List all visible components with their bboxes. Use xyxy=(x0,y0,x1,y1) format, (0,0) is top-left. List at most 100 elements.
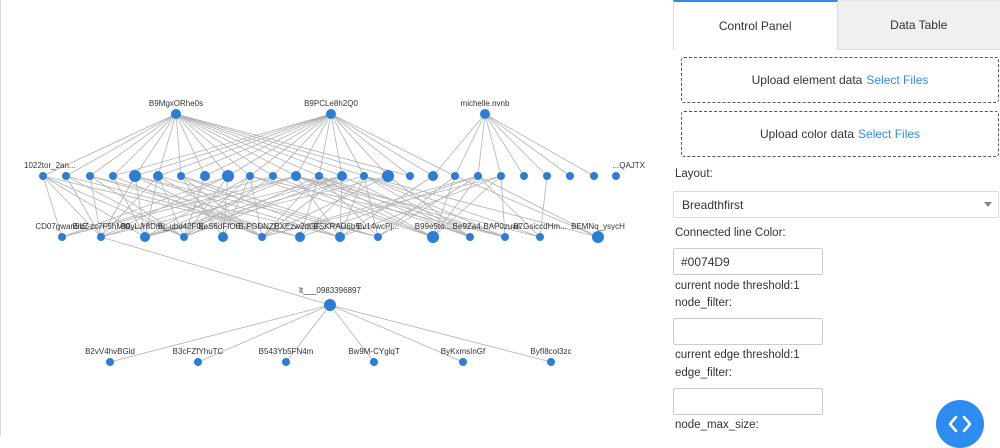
graph-node[interactable] xyxy=(382,170,394,182)
upload-color-dropzone[interactable]: Upload color data Select Files xyxy=(681,111,999,157)
graph-node[interactable] xyxy=(360,172,368,180)
graph-nodes[interactable] xyxy=(39,109,620,366)
graph-node[interactable] xyxy=(222,170,234,182)
graph-node[interactable] xyxy=(171,109,181,119)
graph-node-label: B9PCLe8h2Q0 xyxy=(304,99,358,108)
graph-node[interactable] xyxy=(291,171,301,181)
graph-node[interactable] xyxy=(566,172,574,180)
line-color-input[interactable]: #0074D9 xyxy=(673,248,823,275)
upload-element-dropzone[interactable]: Upload element data Select Files xyxy=(681,57,999,103)
graph-node-label: ByfI8col3zc xyxy=(531,347,572,356)
graph-node[interactable] xyxy=(39,172,47,180)
graph-edges xyxy=(43,114,598,362)
graph-node-label: B3cFZfYhuTC xyxy=(173,347,224,356)
graph-edge xyxy=(485,114,501,176)
node-max-size-label: node_max_size: xyxy=(675,419,759,431)
graph-node-label: BEMNq_ysycH xyxy=(571,222,625,231)
line-color-label: Connected line Color: xyxy=(675,227,786,239)
graph-node[interactable] xyxy=(194,358,202,366)
edge-filter-input[interactable] xyxy=(673,388,823,415)
graph-node[interactable] xyxy=(106,358,114,366)
layout-select[interactable]: Breadthfirst xyxy=(673,191,999,218)
graph-node[interactable] xyxy=(140,232,150,242)
graph-node[interactable] xyxy=(374,233,382,241)
panel-toggle-button[interactable] xyxy=(936,400,984,448)
graph-edge xyxy=(485,114,524,176)
graph-node[interactable] xyxy=(86,172,94,180)
graph-node[interactable] xyxy=(428,171,438,181)
graph-node[interactable] xyxy=(180,233,188,241)
graph-node[interactable] xyxy=(109,172,117,180)
graph-node[interactable] xyxy=(406,172,414,180)
graph-node[interactable] xyxy=(427,231,439,243)
upload-color-select-files-link[interactable]: Select Files xyxy=(858,127,920,141)
graph-node[interactable] xyxy=(129,170,141,182)
upload-element-text: Upload element data xyxy=(752,73,863,87)
graph-node[interactable] xyxy=(295,232,305,242)
graph-node[interactable] xyxy=(370,358,378,366)
graph-edge xyxy=(101,237,330,305)
graph-node[interactable] xyxy=(451,172,459,180)
graph-node[interactable] xyxy=(58,233,66,241)
graph-node[interactable] xyxy=(200,171,210,181)
graph-node-label: B7GsiccdHm... xyxy=(513,222,566,231)
graph-node[interactable] xyxy=(520,172,528,180)
graph-edge xyxy=(176,114,410,176)
graph-node[interactable] xyxy=(282,358,290,366)
graph-node[interactable] xyxy=(592,231,604,243)
graph-node[interactable] xyxy=(547,358,555,366)
node-filter-label: node_filter: xyxy=(675,297,732,309)
graph-node[interactable] xyxy=(335,232,345,242)
graph-node[interactable] xyxy=(466,233,474,241)
graph-edge xyxy=(485,114,570,176)
graph-node[interactable] xyxy=(258,233,266,241)
graph-node[interactable] xyxy=(480,109,490,119)
graph-edge xyxy=(176,114,296,176)
graph-node[interactable] xyxy=(612,172,620,180)
graph-node[interactable] xyxy=(326,109,336,119)
graph-node[interactable] xyxy=(315,172,323,180)
graph-node-label: B543Yb5FN4m xyxy=(259,347,314,356)
graph-node[interactable] xyxy=(246,172,254,180)
graph-node[interactable] xyxy=(218,232,228,242)
graph-node-label: Bv14wcP|... xyxy=(357,222,399,231)
graph-edge xyxy=(66,114,176,176)
graph-node[interactable] xyxy=(324,299,336,311)
graph-node-label: B9MgxORhe0s xyxy=(149,99,203,108)
graph-edge xyxy=(331,114,433,176)
graph-node[interactable] xyxy=(269,172,277,180)
graph-node[interactable] xyxy=(474,172,482,180)
chevron-down-icon xyxy=(984,202,992,207)
graph-node[interactable] xyxy=(337,171,347,181)
graph-node[interactable] xyxy=(97,233,105,241)
graph-edge xyxy=(176,114,250,176)
graph-edge xyxy=(331,114,455,176)
node-filter-input[interactable] xyxy=(673,318,823,345)
graph-node[interactable] xyxy=(497,172,505,180)
graph-node[interactable] xyxy=(501,233,509,241)
graph-node-label: Be9Za4... xyxy=(453,222,488,231)
graph-node[interactable] xyxy=(177,172,185,180)
edge-filter-label: edge_filter: xyxy=(675,367,732,379)
graph-node-label: lt___0983396897 xyxy=(299,286,361,295)
graph-edge xyxy=(433,114,485,176)
upload-element-select-files-link[interactable]: Select Files xyxy=(866,73,928,87)
graph-node-label: ByKxmsInGf xyxy=(441,347,486,356)
graph-node[interactable] xyxy=(543,172,551,180)
graph-edge xyxy=(331,114,410,176)
graph-node[interactable] xyxy=(459,358,467,366)
graph-node-label: michelle.nvnb xyxy=(461,99,510,108)
graph-node[interactable] xyxy=(536,233,544,241)
tab-data-table[interactable]: Data Table xyxy=(838,0,1000,50)
graph-edge xyxy=(319,114,331,176)
graph-node[interactable] xyxy=(153,171,163,181)
graph-node[interactable] xyxy=(590,172,598,180)
tab-control-panel[interactable]: Control Panel xyxy=(673,0,838,50)
graph-node-label: B99e5to... xyxy=(415,222,451,231)
graph-node-label: ...QAJTX xyxy=(613,161,646,170)
graph-edge xyxy=(478,114,485,176)
graph-edge xyxy=(485,114,547,176)
graph-node[interactable] xyxy=(62,172,70,180)
